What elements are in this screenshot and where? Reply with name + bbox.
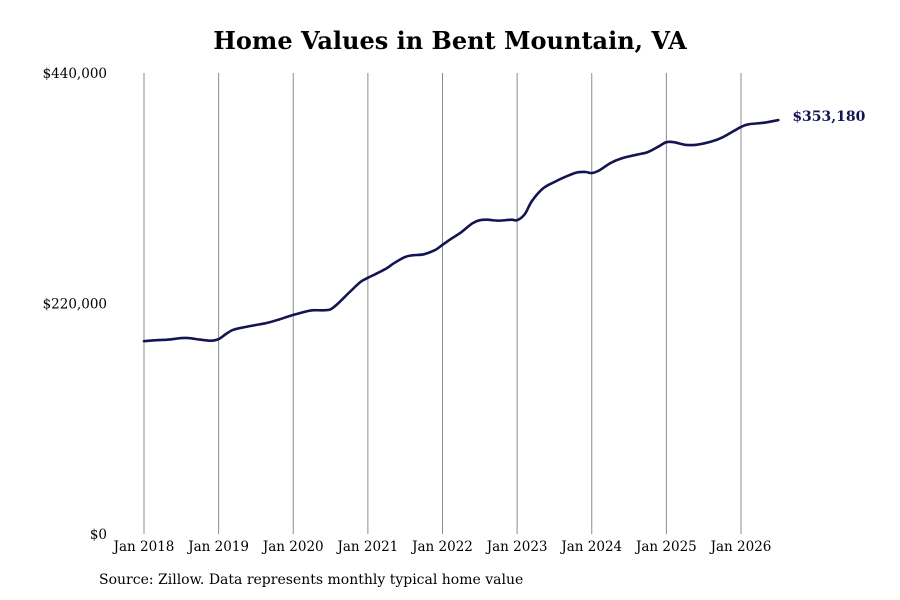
y-tick-label: $0 <box>90 527 107 543</box>
x-tick-label: Jan 2026 <box>709 539 772 555</box>
x-tick-label: Jan 2020 <box>261 539 324 555</box>
home-value-line <box>142 118 780 343</box>
plot-area: $353,180 <box>142 109 866 343</box>
x-tick-label: Jan 2025 <box>634 539 697 555</box>
y-tick-label: $220,000 <box>43 297 107 313</box>
x-tick-label: Jan 2024 <box>559 539 622 555</box>
y-axis-ticks: $440,000 $220,000 $0 <box>43 66 107 543</box>
x-tick-label: Jan 2019 <box>186 539 249 555</box>
x-tick-label: Jan 2021 <box>335 539 398 555</box>
y-tick-label: $440,000 <box>43 66 107 82</box>
x-axis-ticks: Jan 2018 Jan 2019 Jan 2020 Jan 2021 Jan 2022… <box>112 539 772 555</box>
chart-title: Home Values in Bent Mountain, VA <box>213 26 687 55</box>
x-tick-label: Jan 2022 <box>410 539 473 555</box>
gridlines <box>143 73 742 534</box>
x-tick-label: Jan 2018 <box>112 539 175 555</box>
end-value-label: $353,180 <box>792 109 865 125</box>
source-note: Source: Zillow. Data represents monthly … <box>99 572 524 588</box>
x-tick-label: Jan 2023 <box>485 539 548 555</box>
